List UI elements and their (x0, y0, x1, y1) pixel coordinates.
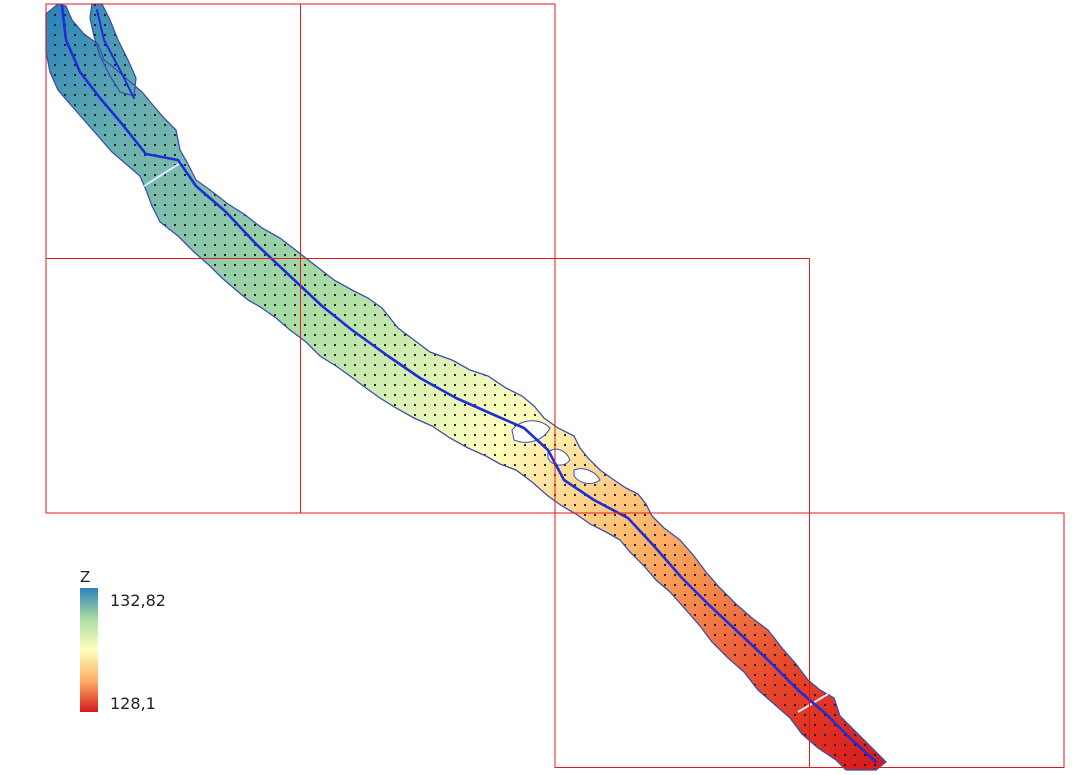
grid-tile-r0-c1[interactable] (300, 3, 556, 259)
legend-color-ramp (80, 588, 98, 712)
river-island (573, 468, 601, 484)
legend-title: Z (80, 568, 91, 586)
tile-grid (45, 3, 1065, 768)
cross-section-line (143, 161, 183, 187)
grid-tile-r2-c3[interactable] (809, 512, 1065, 768)
elevation-legend: Z 132,82 128,1 (78, 568, 218, 718)
river-centerline (60, 4, 878, 764)
legend-min-value: 128,1 (110, 694, 156, 713)
tributary-centerline (96, 9, 135, 99)
legend-max-value: 132,82 (110, 591, 166, 610)
